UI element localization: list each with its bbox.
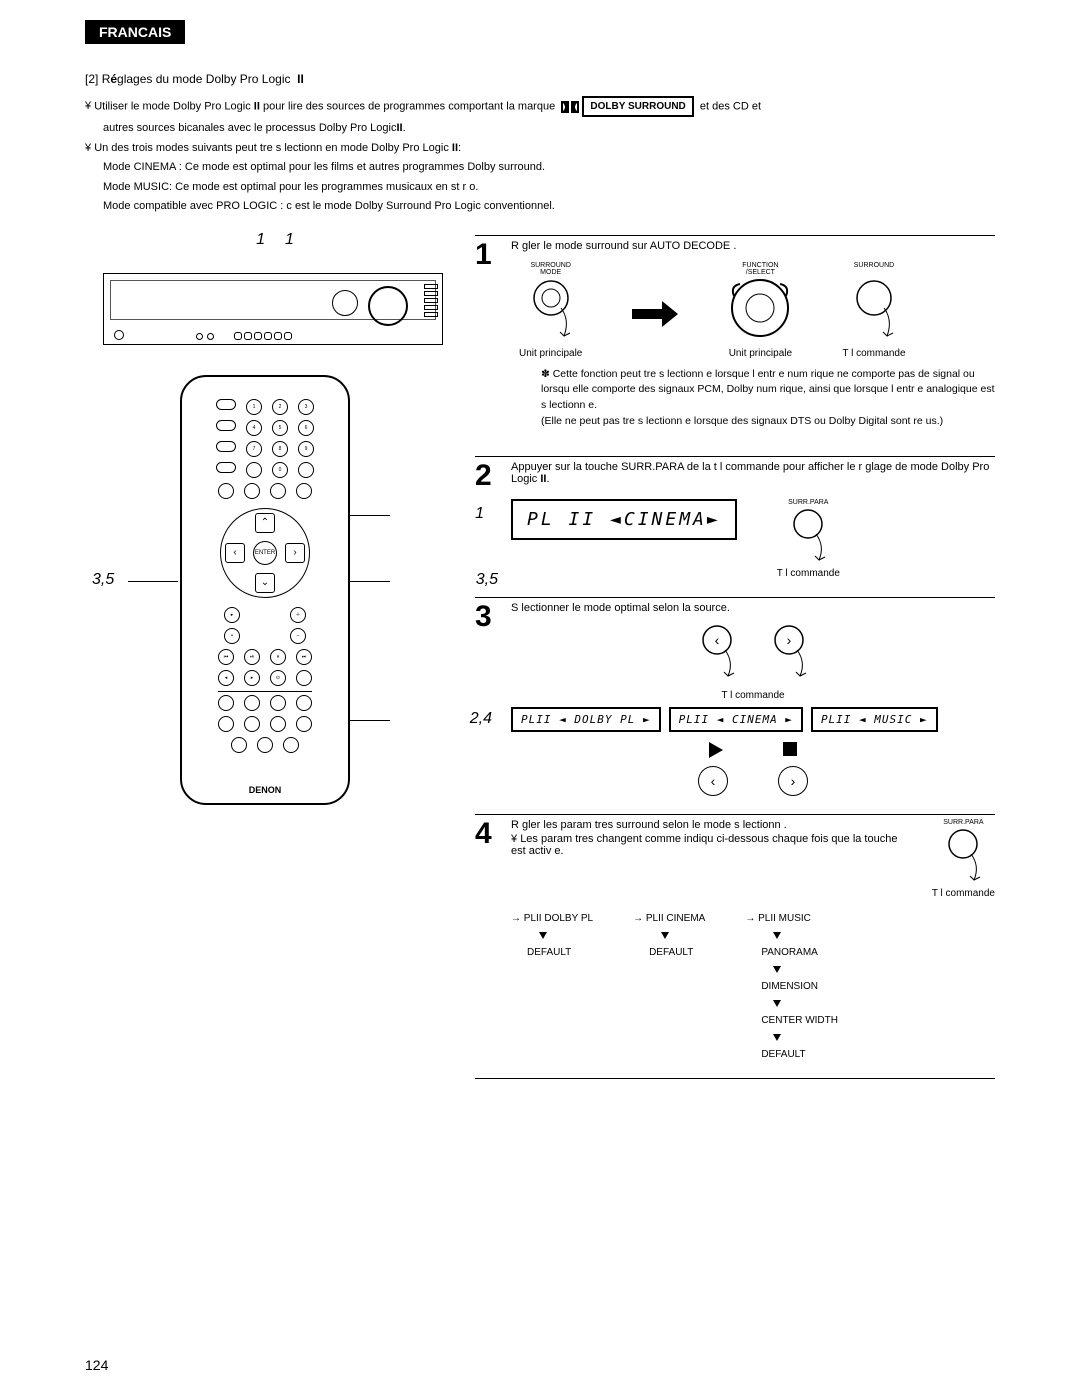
section-title: [2] Réglages du mode Dolby Pro Logic II bbox=[85, 72, 995, 86]
language-badge: FRANCAIS bbox=[85, 20, 185, 44]
knob-surround-mode: SURROUND MODE Unit principale bbox=[519, 262, 582, 359]
callout-1-1: 11 bbox=[85, 231, 465, 249]
mode-flow-diagram: → PLII DOLBY PL DEFAULT → PLII CINEMA DE… bbox=[511, 913, 995, 1060]
stop-icon bbox=[783, 742, 797, 756]
callout-35-right: 3,5 bbox=[476, 571, 498, 589]
svg-text:›: › bbox=[787, 632, 792, 648]
remote-illustration: 123 456 789 0 ⌃ ⌄ ‹ › ENTER ▸＋ •− ⏮⏯⏸⏭ bbox=[150, 375, 440, 805]
dolby-surround-badge: DOLBY SURROUND bbox=[582, 96, 693, 117]
page-number: 124 bbox=[85, 1357, 108, 1373]
cursor-left-button-icon: ‹ bbox=[694, 624, 740, 680]
lcd-cinema: PLII ◄ CINEMA ► bbox=[669, 707, 803, 732]
play-icon bbox=[709, 742, 723, 758]
surr-para-button-2: SURR.PARA T l commande bbox=[932, 819, 995, 899]
remote-brand: DENON bbox=[182, 785, 348, 795]
lcd-display: PL II ◄CINEMA► bbox=[511, 499, 737, 540]
dolby-d-icon bbox=[561, 101, 579, 113]
receiver-illustration bbox=[103, 273, 443, 345]
arrow-right-icon bbox=[632, 301, 678, 327]
left-ring-button: ‹ bbox=[698, 766, 728, 796]
step-3: 3 S lectionner le mode optimal selon la … bbox=[475, 602, 995, 804]
callout-24: 2,4 bbox=[470, 710, 492, 728]
left-column: 11 123 456 789 0 ⌃ ⌄ bbox=[85, 231, 465, 1083]
right-column: 1 R gler le mode surround sur AUTO DECOD… bbox=[475, 231, 995, 1083]
svg-text:‹: ‹ bbox=[715, 632, 720, 648]
knob-function-select: FUNCTION /SELECT Unit principale bbox=[728, 262, 792, 359]
intro-block: Utiliser le mode Dolby Pro Logic II pour… bbox=[85, 96, 995, 215]
step-1: 1 R gler le mode surround sur AUTO DECOD… bbox=[475, 240, 995, 446]
step-2: 2 Appuyer sur la touche SURR.PARA de la … bbox=[475, 461, 995, 587]
callout-35-left: 3,5 bbox=[92, 571, 114, 589]
surr-para-button: SURR.PARA T l commande bbox=[777, 499, 840, 579]
step-4: 4 R gler les param tres surround selon l… bbox=[475, 819, 995, 1068]
right-ring-button: › bbox=[778, 766, 808, 796]
callout-1: 1 bbox=[475, 505, 484, 523]
cursor-right-button-icon: › bbox=[766, 624, 812, 680]
lcd-music: PLII ◄ MUSIC ► bbox=[811, 707, 938, 732]
knob-surround-remote: SURROUND T l commande bbox=[842, 262, 905, 359]
lcd-dolby-pl: PLII ◄ DOLBY PL ► bbox=[511, 707, 661, 732]
